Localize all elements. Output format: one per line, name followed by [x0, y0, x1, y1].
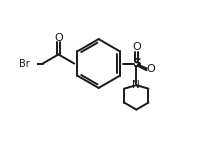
Text: S: S: [132, 57, 141, 70]
Text: O: O: [54, 33, 63, 43]
Text: N: N: [132, 80, 140, 90]
Text: O: O: [146, 64, 155, 74]
Text: O: O: [132, 42, 141, 52]
Text: Br: Br: [19, 59, 30, 69]
